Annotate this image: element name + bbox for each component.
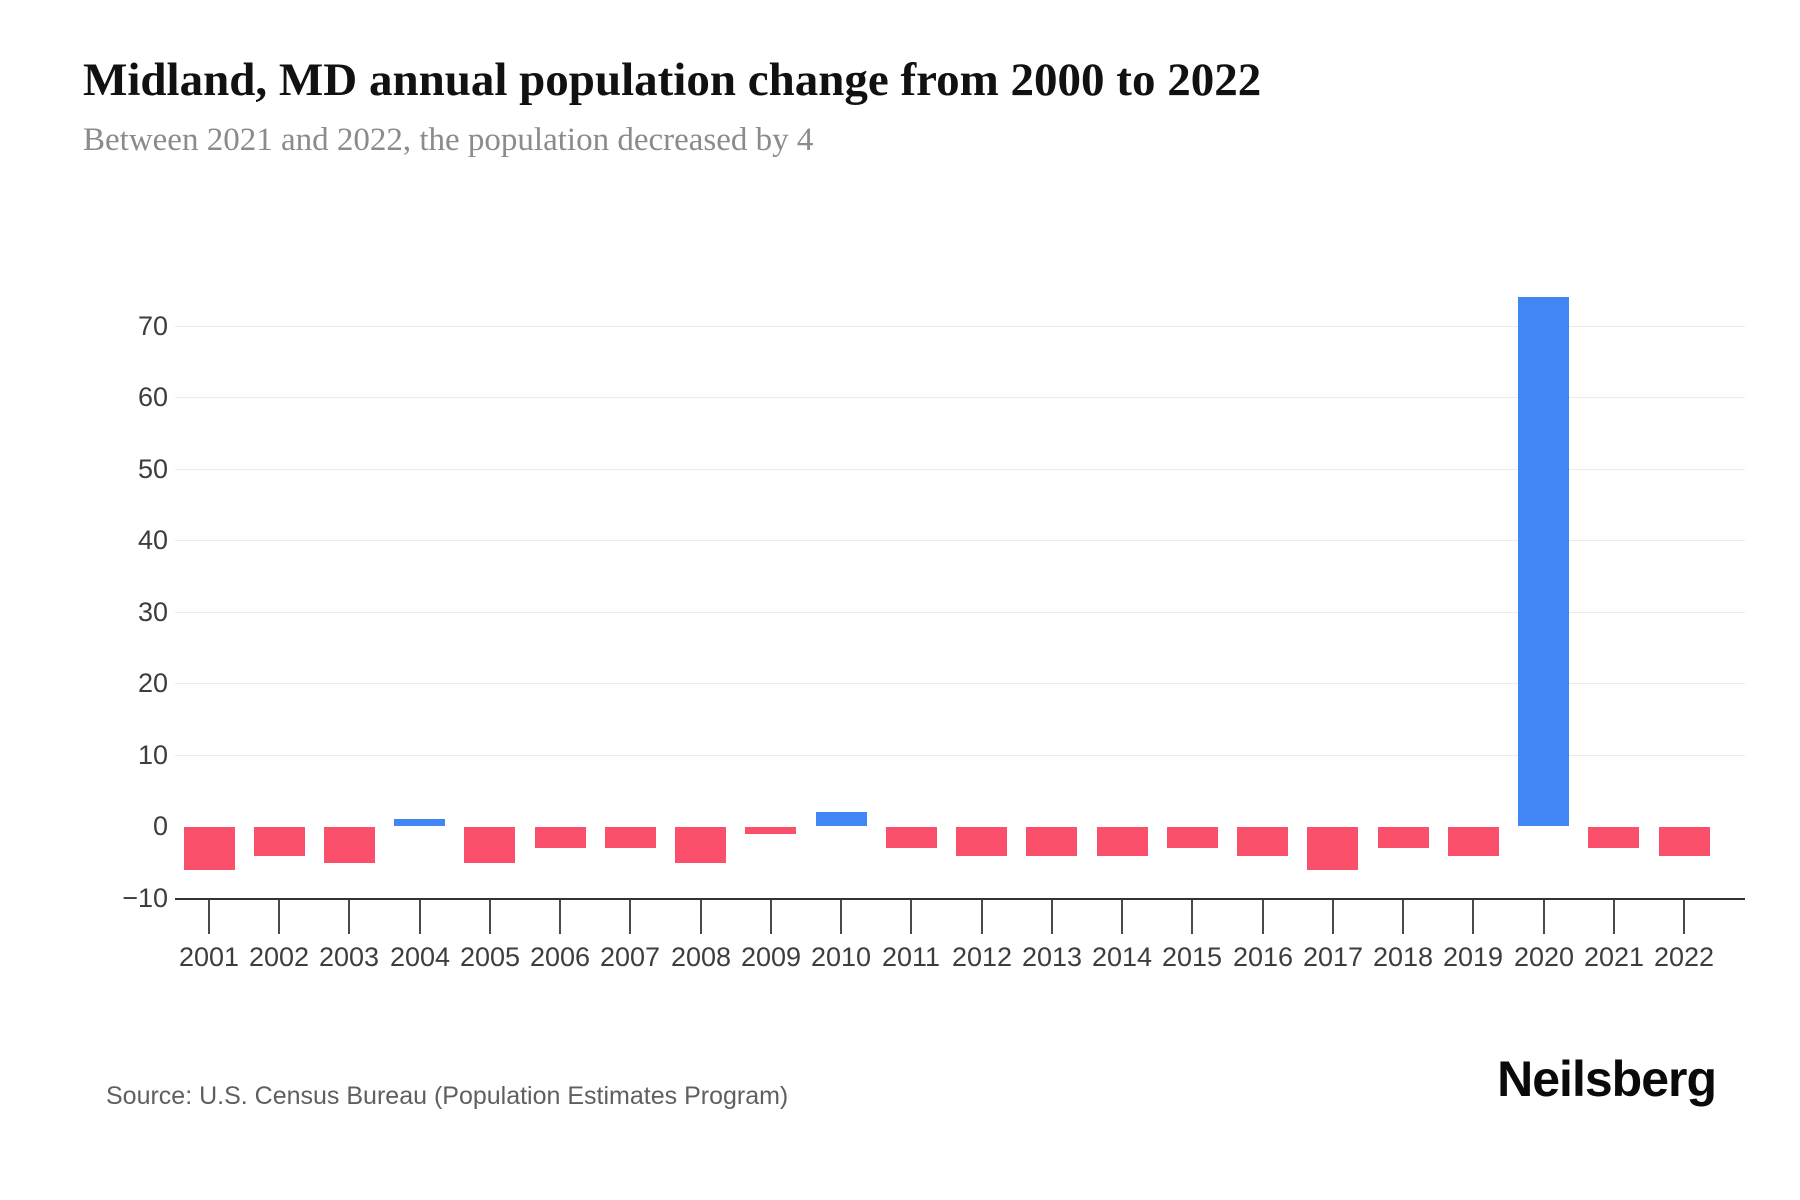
y-axis-label-0: 0 [152,811,168,841]
x-axis-tick-2015 [1191,900,1193,934]
x-axis-tick-2002 [278,900,280,934]
x-axis-label-2007: 2007 [599,942,661,972]
bar-2011[interactable] [886,827,937,848]
source-note: Source: U.S. Census Bureau (Population E… [106,1082,789,1110]
x-axis-label-2004: 2004 [389,942,451,972]
y-axis-label-10: 10 [137,740,168,770]
bar-2009[interactable] [745,827,796,834]
bar-2005[interactable] [464,827,515,863]
bar-2012[interactable] [956,827,1007,856]
x-axis-label-2013: 2013 [1021,942,1083,972]
chart-title: Midland, MD annual population change fro… [83,54,1262,106]
gridline-30 [175,612,1745,613]
x-axis-tick-2012 [981,900,983,934]
x-axis-label-2003: 2003 [318,942,380,972]
x-axis-line [175,898,1745,900]
bar-2002[interactable] [254,827,305,856]
x-axis-label-2001: 2001 [178,942,240,972]
gridline-40 [175,540,1745,541]
x-axis-tick-2003 [348,900,350,934]
x-axis-label-2009: 2009 [740,942,802,972]
bar-2017[interactable] [1307,827,1358,870]
bar-2013[interactable] [1026,827,1077,856]
x-axis-label-2018: 2018 [1372,942,1434,972]
x-axis-label-2015: 2015 [1161,942,1223,972]
x-axis-tick-2001 [208,900,210,934]
bar-2015[interactable] [1167,827,1218,848]
bar-2022[interactable] [1659,827,1710,856]
x-axis-tick-2013 [1051,900,1053,934]
x-axis-label-2008: 2008 [670,942,732,972]
y-axis-label-30: 30 [137,597,168,627]
gridline-60 [175,397,1745,398]
x-axis-label-2010: 2010 [810,942,872,972]
x-axis-label-2021: 2021 [1583,942,1645,972]
bar-2018[interactable] [1378,827,1429,848]
bar-2016[interactable] [1237,827,1288,856]
bar-2004[interactable] [394,819,445,826]
x-axis-label-2002: 2002 [248,942,310,972]
bar-2006[interactable] [535,827,586,848]
bar-2001[interactable] [184,827,235,870]
x-axis-tick-2005 [489,900,491,934]
y-axis-label-−10: −10 [122,883,168,913]
x-axis-tick-2016 [1262,900,1264,934]
x-axis-tick-2009 [770,900,772,934]
neilsberg-logo: Neilsberg [1497,1051,1717,1107]
x-axis-tick-2017 [1332,900,1334,934]
bar-2007[interactable] [605,827,656,848]
bar-2008[interactable] [675,827,726,863]
x-axis-label-2020: 2020 [1513,942,1575,972]
bar-2003[interactable] [324,827,375,863]
y-axis-label-40: 40 [137,525,168,555]
x-axis-label-2014: 2014 [1091,942,1153,972]
bar-2021[interactable] [1588,827,1639,848]
gridline-50 [175,469,1745,470]
gridline-10 [175,755,1745,756]
x-axis-tick-2007 [629,900,631,934]
bar-2020[interactable] [1518,297,1569,826]
y-axis-label-50: 50 [137,454,168,484]
x-axis-tick-2018 [1402,900,1404,934]
x-axis-label-2022: 2022 [1653,942,1715,972]
x-axis-tick-2020 [1543,900,1545,934]
x-axis-label-2011: 2011 [881,942,941,972]
bar-2010[interactable] [816,812,867,826]
x-axis-label-2016: 2016 [1232,942,1294,972]
y-axis-label-70: 70 [137,311,168,341]
x-axis-tick-2010 [840,900,842,934]
x-axis-label-2006: 2006 [529,942,591,972]
bar-2019[interactable] [1448,827,1499,856]
gridline-70 [175,326,1745,327]
x-axis-tick-2004 [419,900,421,934]
bar-2014[interactable] [1097,827,1148,856]
x-axis-tick-2022 [1683,900,1685,934]
x-axis-tick-2011 [910,900,912,934]
x-axis-tick-2021 [1613,900,1615,934]
y-axis-label-20: 20 [137,668,168,698]
x-axis-label-2012: 2012 [951,942,1013,972]
x-axis-label-2019: 2019 [1442,942,1504,972]
x-axis-label-2005: 2005 [459,942,521,972]
x-axis-tick-2019 [1472,900,1474,934]
x-axis-tick-2014 [1121,900,1123,934]
y-axis-label-60: 60 [137,382,168,412]
x-axis-tick-2006 [559,900,561,934]
gridline-20 [175,683,1745,684]
x-axis-label-2017: 2017 [1302,942,1364,972]
x-axis-tick-2008 [700,900,702,934]
chart-subtitle: Between 2021 and 2022, the population de… [83,122,814,158]
